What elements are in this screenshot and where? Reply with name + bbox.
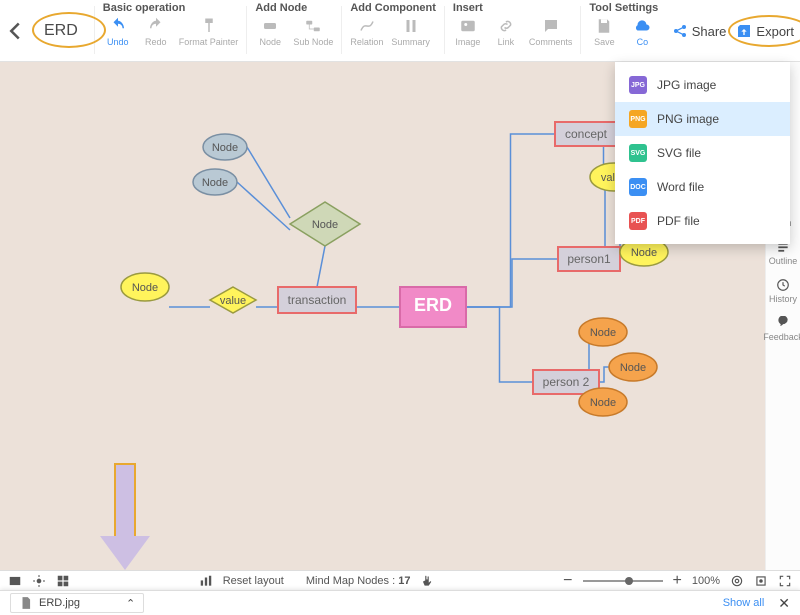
fullscreen-icon[interactable] xyxy=(778,574,792,588)
doc-title-text: ERD xyxy=(44,22,78,40)
nodes-count: Mind Map Nodes : 17 xyxy=(306,575,411,587)
grid-icon[interactable] xyxy=(56,574,70,588)
export-word-label: Word file xyxy=(657,180,704,194)
save-label: Save xyxy=(594,37,615,47)
comments-button[interactable]: Comments xyxy=(529,17,573,47)
side-outline-label: Outline xyxy=(769,256,798,266)
save-button[interactable]: Save xyxy=(589,17,619,47)
svg-text:Node: Node xyxy=(132,282,158,294)
group-addcomp-label: Add Component xyxy=(350,2,436,17)
relation-button[interactable]: Relation xyxy=(350,17,383,47)
redo-label: Redo xyxy=(145,37,167,47)
export-svg[interactable]: SVG SVG file xyxy=(615,136,790,170)
relation-label: Relation xyxy=(350,37,383,47)
export-label: Export xyxy=(756,24,794,39)
svg-text:concept: concept xyxy=(565,127,608,141)
summary-label: Summary xyxy=(391,37,430,47)
export-word[interactable]: DOC Word file xyxy=(615,170,790,204)
svg-text:person 2: person 2 xyxy=(543,375,590,389)
toolbar: ERD Basic operation Undo Redo Format Pai… xyxy=(0,0,800,62)
sun-icon[interactable] xyxy=(32,574,46,588)
export-pdf[interactable]: PDF PDF file xyxy=(615,204,790,238)
group-insert: Insert Image Link Comments xyxy=(447,0,579,62)
image-label: Image xyxy=(455,37,480,47)
share-button[interactable]: Share xyxy=(672,23,727,39)
side-history-label: History xyxy=(769,294,797,304)
group-basic-label: Basic operation xyxy=(103,2,239,17)
view-mode-icon[interactable] xyxy=(8,574,22,588)
chevron-up-icon[interactable]: ⌃ xyxy=(126,597,135,610)
download-filename: ERD.jpg xyxy=(39,597,80,609)
svg-text:Node: Node xyxy=(212,142,238,154)
svg-text:Node: Node xyxy=(590,397,616,409)
cloud-button[interactable]: Co xyxy=(627,17,657,47)
image-button[interactable]: Image xyxy=(453,17,483,47)
zoom-value: 100% xyxy=(692,575,720,587)
reset-icon[interactable] xyxy=(199,574,213,588)
svg-text:ERD: ERD xyxy=(414,295,452,315)
export-dropdown: JPG JPG image PNG PNG image SVG SVG file… xyxy=(615,62,790,244)
word-icon: DOC xyxy=(629,178,647,196)
undo-button[interactable]: Undo xyxy=(103,17,133,47)
group-addnode-label: Add Node xyxy=(255,2,333,17)
group-addnode: Add Node Node Sub Node xyxy=(249,0,339,62)
group-addcomp: Add Component Relation Summary xyxy=(344,0,442,62)
zoom-in[interactable]: + xyxy=(673,572,682,590)
png-icon: PNG xyxy=(629,110,647,128)
back-button[interactable] xyxy=(0,0,30,62)
close-button[interactable]: ✕ xyxy=(778,595,790,612)
svg-text:transaction: transaction xyxy=(288,293,347,307)
subnode-label: Sub Node xyxy=(293,37,333,47)
export-jpg[interactable]: JPG JPG image xyxy=(615,68,790,102)
zoom-slider[interactable] xyxy=(583,580,663,582)
jpg-icon: JPG xyxy=(629,76,647,94)
download-chip[interactable]: ERD.jpg ⌃ xyxy=(10,593,144,613)
summary-button[interactable]: Summary xyxy=(391,17,430,47)
format-painter-label: Format Painter xyxy=(179,37,239,47)
node-button[interactable]: Node xyxy=(255,17,285,47)
link-button[interactable]: Link xyxy=(491,17,521,47)
group-basic: Basic operation Undo Redo Format Painter xyxy=(97,0,245,62)
show-all-button[interactable]: Show all xyxy=(723,597,765,609)
export-svg-label: SVG file xyxy=(657,146,701,160)
fit-icon[interactable] xyxy=(730,574,744,588)
svg-text:value: value xyxy=(220,295,246,307)
redo-button[interactable]: Redo xyxy=(141,17,171,47)
comments-label: Comments xyxy=(529,37,573,47)
svg-text:Node: Node xyxy=(631,247,657,259)
side-feedback-label: Feedback xyxy=(763,332,800,342)
format-painter-button[interactable]: Format Painter xyxy=(179,17,239,47)
export-png-label: PNG image xyxy=(657,112,719,126)
doc-title[interactable]: ERD xyxy=(30,0,92,62)
share-label: Share xyxy=(692,24,727,39)
svg-text:Node: Node xyxy=(312,219,338,231)
center-icon[interactable] xyxy=(754,574,768,588)
hand-icon[interactable] xyxy=(420,574,434,588)
svg-text:person1: person1 xyxy=(567,252,611,266)
zoom-out[interactable]: − xyxy=(563,572,572,590)
svg-text:Node: Node xyxy=(620,362,646,374)
svg-text:Node: Node xyxy=(590,327,616,339)
download-bar: ERD.jpg ⌃ Show all ✕ xyxy=(0,590,800,615)
side-feedback[interactable]: Feedback xyxy=(763,316,800,342)
pdf-icon: PDF xyxy=(629,212,647,230)
export-jpg-label: JPG image xyxy=(657,78,716,92)
status-bar: Reset layout Mind Map Nodes : 17 − + 100… xyxy=(0,570,800,590)
svg-text:Node: Node xyxy=(202,177,228,189)
cloud-label: Co xyxy=(637,37,649,47)
group-tools-label: Tool Settings xyxy=(589,2,658,17)
group-tools: Tool Settings Save Co xyxy=(583,0,664,62)
link-label: Link xyxy=(498,37,515,47)
file-icon xyxy=(19,596,33,610)
subnode-button[interactable]: Sub Node xyxy=(293,17,333,47)
export-png[interactable]: PNG PNG image xyxy=(615,102,790,136)
side-history[interactable]: History xyxy=(769,278,797,304)
export-pdf-label: PDF file xyxy=(657,214,700,228)
group-insert-label: Insert xyxy=(453,2,573,17)
reset-layout-button[interactable]: Reset layout xyxy=(223,575,284,587)
svg-icon: SVG xyxy=(629,144,647,162)
export-button[interactable]: Export xyxy=(736,23,794,39)
node-label: Node xyxy=(260,37,282,47)
undo-label: Undo xyxy=(107,37,129,47)
